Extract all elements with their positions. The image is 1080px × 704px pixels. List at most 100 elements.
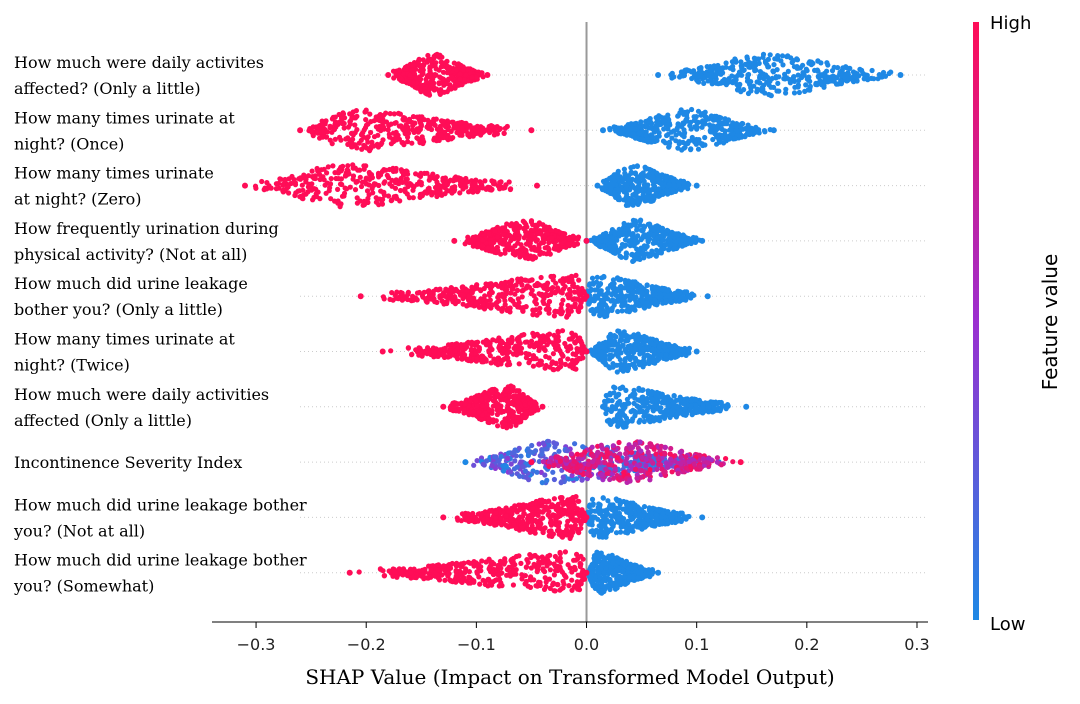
shap-point-low — [667, 122, 673, 128]
shap-point-low — [620, 385, 626, 391]
shap-point-high — [380, 294, 386, 300]
shap-point-low — [705, 78, 711, 84]
shap-point-low — [690, 234, 697, 241]
shap-point-high — [548, 291, 554, 298]
shap-point-high — [433, 116, 439, 122]
shap-point-low — [633, 302, 639, 308]
shap-point-high — [327, 137, 333, 143]
shap-point-low — [712, 113, 718, 119]
shap-point-low — [630, 202, 636, 208]
shap-point-high — [427, 174, 433, 180]
shap-point-low — [621, 367, 627, 373]
shap-point-low — [766, 82, 772, 88]
shap-point-high — [440, 119, 446, 125]
shap-point-low — [686, 138, 692, 144]
shap-point-high — [536, 347, 542, 353]
shap-point-high — [357, 198, 363, 204]
shap-point-high — [427, 72, 433, 78]
shap-point-high — [489, 346, 495, 353]
shap-point-high — [335, 186, 341, 192]
shap-point-low — [659, 286, 665, 292]
shap-point-high — [554, 228, 560, 234]
shap-point-high — [568, 336, 574, 342]
shap-point-high — [572, 301, 578, 307]
shap-point-high — [532, 299, 538, 305]
shap-point-high — [548, 227, 554, 233]
shap-point-low — [640, 137, 646, 143]
shap-point-low — [704, 293, 711, 300]
shap-point-high — [370, 190, 376, 196]
shap-point-low — [631, 258, 637, 264]
shap-point-high — [466, 131, 472, 137]
shap-point-high — [381, 112, 387, 118]
shap-point-high — [321, 177, 327, 183]
shap-point-low — [700, 402, 706, 408]
shap-point-low — [654, 137, 660, 144]
shap-point-high — [562, 361, 569, 367]
shap-point-low — [818, 60, 824, 66]
shap-point-low — [634, 178, 640, 184]
shap-point-high — [460, 286, 466, 292]
shap-point-high — [328, 196, 334, 202]
shap-point-low — [609, 248, 615, 254]
shap-point-low — [620, 406, 626, 413]
shap-point-high — [385, 127, 391, 133]
shap-point-high — [510, 286, 516, 292]
shap-point-low — [785, 68, 791, 74]
shap-point-high — [392, 292, 398, 298]
shap-point-low — [597, 281, 604, 287]
shap-point-low — [605, 286, 611, 292]
shap-point-low — [744, 54, 750, 60]
shap-point-high — [485, 185, 491, 191]
shap-point-low — [783, 86, 789, 92]
shap-point-high — [559, 352, 566, 358]
shap-point-low — [845, 77, 851, 84]
shap-point-low — [656, 179, 662, 185]
shap-point-high — [502, 279, 508, 285]
shap-point-low — [629, 232, 635, 238]
shap-point-low — [897, 72, 904, 78]
shap-point-high — [303, 176, 309, 182]
shap-point-high — [414, 85, 420, 91]
shap-point-low — [838, 81, 845, 87]
shap-point-low — [769, 75, 775, 82]
shap-point-low — [621, 166, 628, 172]
shap-point-high — [547, 251, 553, 257]
shap-point-low — [814, 82, 820, 88]
shap-point-low — [720, 80, 726, 86]
shap-point-low — [612, 385, 618, 391]
shap-point-high — [423, 89, 429, 96]
shap-point-high — [405, 119, 411, 125]
shap-point-low — [644, 282, 650, 288]
shap-point-low — [608, 185, 614, 191]
shap-point-high — [328, 176, 334, 182]
shap-point-high — [465, 357, 471, 363]
shap-point-low — [794, 57, 801, 63]
shap-point-high — [332, 114, 338, 120]
shap-point-high — [459, 125, 465, 131]
shap-point-high — [365, 121, 371, 127]
shap-point-high — [425, 117, 431, 123]
shap-point-high — [357, 174, 363, 180]
shap-point-low — [767, 52, 773, 58]
shap-point-high — [544, 230, 550, 236]
shap-point-high — [421, 289, 427, 295]
shap-point-high — [504, 362, 510, 368]
shap-point-low — [667, 238, 674, 244]
shap-point-low — [637, 387, 643, 393]
shap-point-high — [578, 292, 584, 298]
shap-point-low — [640, 186, 646, 192]
shap-point-high — [368, 129, 374, 136]
shap-point-high — [574, 296, 580, 302]
shap-point-high — [437, 189, 443, 195]
shap-point-low — [644, 395, 650, 402]
shap-point-low — [730, 67, 736, 73]
shap-point-high — [338, 164, 344, 170]
shap-point-low — [645, 117, 651, 124]
shap-point-low — [724, 134, 730, 141]
shap-point-high — [405, 291, 411, 298]
shap-point-high — [442, 123, 449, 130]
shap-point-high — [416, 128, 422, 134]
shap-point-low — [672, 245, 678, 252]
shap-point-high — [490, 247, 496, 254]
